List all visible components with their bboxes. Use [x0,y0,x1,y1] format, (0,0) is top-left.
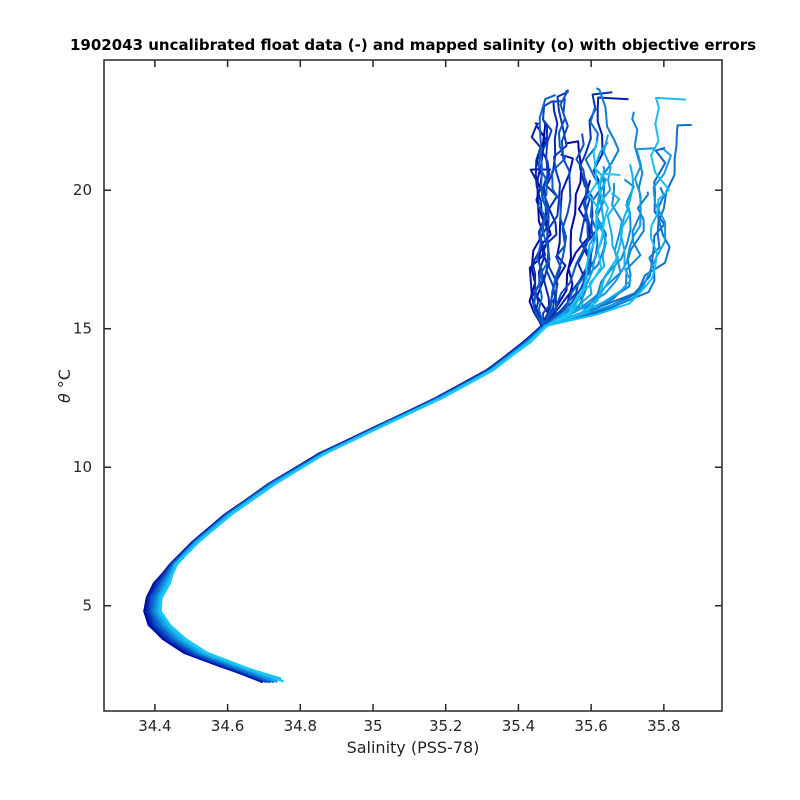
y-axis-unit: °C [55,369,74,388]
chart-title: 1902043 uncalibrated float data (-) and … [70,36,756,54]
x-axis-title: Salinity (PSS-78) [347,738,480,757]
x-tick-label: 35.6 [574,717,607,735]
x-tick-label: 35 [363,717,382,735]
x-tick-label: 34.8 [284,717,317,735]
y-tick-label: 15 [73,320,92,338]
profile-lines [143,87,692,684]
x-tick-label: 35.2 [429,717,462,735]
y-tick-label: 5 [82,597,92,615]
plot-frame [103,59,723,712]
y-axis-symbol: θ [55,393,74,403]
x-tick-label: 34.6 [211,717,244,735]
x-tick-label: 34.4 [138,717,171,735]
profile-line [159,172,621,683]
y-axis-title: θ °C [55,369,74,403]
x-tick-label: 35.8 [647,717,680,735]
axis-ticks: 34.4 34.6 34.8 35 35.2 35.4 35.6 35.8 5 10 15 20 [73,60,722,735]
x-tick-label: 35.4 [502,717,535,735]
y-tick-label: 20 [73,181,92,199]
y-tick-label: 10 [73,458,92,476]
